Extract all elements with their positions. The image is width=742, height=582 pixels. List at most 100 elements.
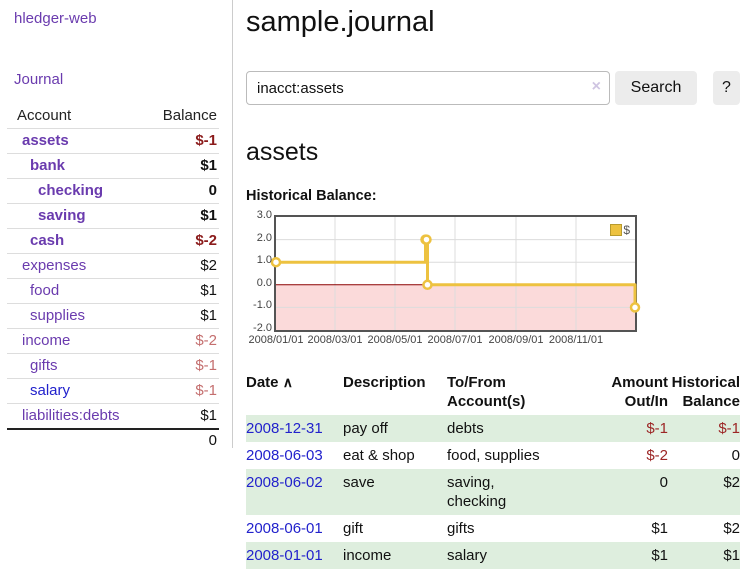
account-heading: assets [246, 138, 319, 166]
account-balance: $1 [140, 278, 219, 304]
transaction-description: save [343, 474, 375, 491]
account-row: checking 0 [7, 178, 219, 204]
transaction-row: 2008-06-01 gift gifts $1 $2 [246, 515, 740, 542]
transaction-amount: $-2 [646, 447, 668, 464]
account-balance-table: Account Balance assets $-1 bank $1 check… [7, 104, 219, 451]
balance-column-header: Historical Balance [671, 374, 740, 410]
account-row: supplies $1 [7, 303, 219, 329]
chart-title: Historical Balance: [246, 188, 377, 204]
account-total-value: 0 [140, 428, 219, 451]
account-balance: $-1 [140, 128, 219, 154]
legend-swatch-icon [610, 224, 623, 236]
transaction-balance: $-1 [718, 420, 740, 437]
search-box: × [246, 71, 610, 105]
transaction-description: income [343, 547, 392, 564]
transaction-row: 2008-01-01 income salary $1 $1 [246, 542, 740, 569]
account-balance: $1 [140, 303, 219, 329]
transaction-accounts: gifts [447, 520, 475, 537]
account-row: cash $-2 [7, 228, 219, 254]
account-column-header: Account [17, 107, 72, 124]
account-row: bank $1 [7, 153, 219, 179]
transaction-accounts: salary [447, 547, 488, 564]
date-column-header[interactable]: Date ∧ [246, 374, 293, 391]
transactions-header-row: Date ∧ Description To/From Account(s) Am… [246, 369, 740, 415]
account-balance: $-1 [140, 353, 219, 379]
account-link-salary[interactable]: salary [30, 382, 71, 399]
y-tick-label: -2.0 [253, 322, 272, 334]
account-link-assets[interactable]: assets [22, 132, 69, 149]
transactions-table: Date ∧ Description To/From Account(s) Am… [246, 369, 740, 569]
account-link-saving[interactable]: saving [38, 207, 86, 224]
legend-label: $ [623, 223, 630, 237]
transaction-row: 2008-12-31 pay off debts $-1 $-1 [246, 415, 740, 442]
y-tick-label: 2.0 [256, 231, 272, 244]
transaction-date-link[interactable]: 2008-06-01 [246, 520, 323, 537]
x-tick-label: 2008/09/01 [488, 334, 544, 346]
account-balance: $1 [140, 403, 219, 429]
description-column-header: Description [343, 374, 426, 391]
transaction-amount: $-1 [646, 420, 668, 437]
transaction-date-link[interactable]: 2008-01-01 [246, 547, 323, 564]
account-row: salary $-1 [7, 378, 219, 404]
accounts-column-header: To/From Account(s) [447, 374, 526, 410]
account-link-food[interactable]: food [30, 282, 60, 299]
account-row: expenses $2 [7, 253, 219, 279]
transaction-description: pay off [343, 420, 388, 437]
account-row: food $1 [7, 278, 219, 304]
y-tick-label: 1.0 [256, 254, 272, 267]
account-link-checking[interactable]: checking [38, 182, 104, 199]
transaction-date-link[interactable]: 2008-12-31 [246, 420, 323, 437]
y-tick-label: 0.0 [256, 276, 272, 289]
search-form: × Search ? [246, 71, 740, 105]
chart-legend: $ [610, 223, 630, 237]
transaction-balance: $1 [723, 547, 740, 564]
help-button[interactable]: ? [713, 71, 740, 105]
x-tick-label: 2008/11/01 [548, 334, 604, 346]
account-balance: $-2 [140, 328, 219, 354]
x-tick-label: 2008/01/01 [248, 334, 304, 346]
search-input[interactable] [246, 71, 610, 105]
x-tick-label: 2008/05/01 [367, 334, 423, 346]
transaction-accounts: debts [447, 420, 484, 437]
transaction-row: 2008-06-03 eat & shop food, supplies $-2… [246, 442, 740, 469]
amount-column-header: Amount Out/In [611, 374, 668, 410]
account-link-bank[interactable]: bank [30, 157, 66, 174]
account-link-cash[interactable]: cash [30, 232, 65, 249]
transaction-amount: 0 [659, 474, 668, 491]
account-link-income[interactable]: income [22, 332, 71, 349]
clear-search-icon[interactable]: × [591, 78, 601, 95]
transaction-row: 2008-06-02 save saving, checking 0 $2 [246, 469, 740, 515]
y-tick-label: 3.0 [256, 209, 272, 221]
account-link-gifts[interactable]: gifts [30, 357, 58, 374]
account-balance: $1 [140, 203, 219, 229]
transaction-accounts: saving, checking [447, 474, 507, 510]
y-tick-label: -1.0 [253, 299, 272, 312]
app-title-link[interactable]: hledger-web [14, 10, 97, 27]
account-row: saving $1 [7, 203, 219, 229]
historical-balance-chart-area: $ 3.0 2.0 1.0 0.0 -1.0 -2.0 2008/01/01 2008/03/… [246, 209, 740, 350]
x-tick-label: 2008/03/01 [307, 334, 363, 346]
balance-column-header: Balance [162, 107, 217, 124]
account-link-expenses[interactable]: expenses [22, 257, 87, 274]
transaction-balance: $2 [723, 520, 740, 537]
chart-plot-area: $ [270, 215, 641, 332]
account-balance: $-2 [140, 228, 219, 254]
main-content: sample.journal × Search ? assets Histori… [246, 0, 740, 569]
account-link-supplies[interactable]: supplies [30, 307, 86, 324]
account-table-header-row: Account Balance [7, 104, 219, 129]
account-balance: 0 [140, 178, 219, 204]
transaction-date-link[interactable]: 2008-06-02 [246, 474, 323, 491]
transaction-amount: $1 [651, 520, 668, 537]
account-link-liabilities-debts[interactable]: liabilities:debts [22, 407, 120, 424]
transaction-description: eat & shop [343, 447, 415, 464]
search-button[interactable]: Search [615, 71, 697, 105]
sidebar: hledger-web Journal Account Balance asse… [0, 0, 233, 451]
transaction-balance: $2 [723, 474, 740, 491]
account-row: income $-2 [7, 328, 219, 354]
account-row: gifts $-1 [7, 353, 219, 379]
page-title: sample.journal [246, 6, 435, 38]
account-balance: $2 [140, 253, 219, 279]
account-row: liabilities:debts $1 [7, 403, 219, 429]
sidebar-item-journal[interactable]: Journal [14, 71, 64, 88]
transaction-date-link[interactable]: 2008-06-03 [246, 447, 323, 464]
